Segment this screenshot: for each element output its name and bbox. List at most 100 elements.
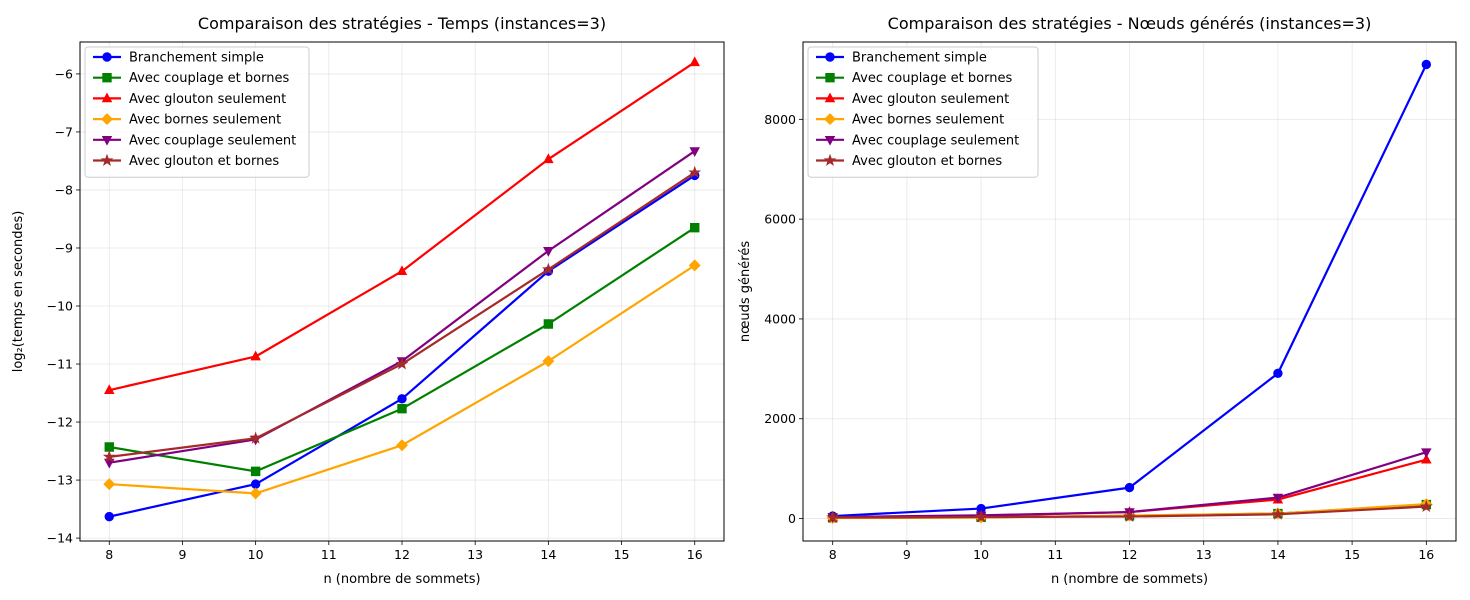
legend-box: [84, 46, 310, 178]
y-tick-label: −9: [55, 240, 73, 255]
x-tick-label: 13: [1196, 547, 1212, 562]
x-tick-label: 15: [614, 547, 630, 562]
data-point: [396, 265, 408, 276]
data-point: [826, 510, 840, 524]
data-point: [542, 355, 555, 368]
legend-marker: [101, 92, 113, 103]
y-tick-label: 0: [788, 511, 796, 526]
legend-label: Avec couplage seulement: [852, 133, 1019, 148]
x-tick-label: 14: [1270, 547, 1286, 562]
x-axis-label: n (nombre de sommets): [323, 572, 480, 587]
data-point: [104, 442, 114, 452]
legend-box: [807, 46, 1039, 178]
y-tick-label: −13: [47, 473, 73, 488]
data-point: [397, 404, 407, 414]
legend-marker: [824, 135, 836, 146]
data-point: [1421, 453, 1432, 464]
x-tick-label: 16: [1418, 547, 1434, 562]
data-point: [689, 56, 700, 67]
data-point: [395, 357, 409, 370]
data-point: [541, 262, 555, 275]
chart-panel-2: 8 9 10 11 12 13 14 15 16 0 2000 4000 6000 8000 Compara…: [738, 14, 1457, 587]
y-tick-label: 8000: [764, 112, 796, 127]
data-point: [543, 319, 554, 329]
data-point: [249, 487, 262, 500]
legend-marker: [825, 73, 835, 83]
data-point: [1421, 448, 1432, 459]
x-tick-label: 9: [903, 547, 911, 562]
x-tick-label: 14: [540, 547, 556, 562]
x-tick-label: 8: [829, 547, 837, 562]
y-tick-label: 2000: [764, 411, 796, 426]
x-tick-label: 9: [178, 547, 186, 562]
chart-title: Comparaison des stratégies - Nœuds génér…: [888, 14, 1372, 33]
legend-marker: [102, 52, 112, 62]
y-tick-label: −10: [47, 299, 73, 314]
legend-label: Avec couplage et bornes: [852, 71, 1012, 86]
data-point: [102, 450, 116, 463]
x-tick-label: 10: [248, 547, 264, 562]
x-tick-label: 8: [105, 547, 113, 562]
legend-label: Avec bornes seulement: [129, 113, 281, 128]
data-point: [1271, 507, 1285, 520]
y-tick-label: −12: [47, 415, 73, 430]
data-point: [1273, 368, 1283, 379]
chart-title: Comparaison des stratégies - Temps (inst…: [198, 14, 606, 33]
plot-frame: [802, 41, 1457, 542]
data-point: [249, 431, 263, 444]
y-tick-label: −14: [47, 531, 73, 546]
data-point: [543, 247, 554, 257]
data-point: [688, 165, 702, 179]
x-tick-label: 10: [973, 547, 989, 562]
legend-label: Branchement simple: [852, 51, 987, 66]
x-tick-label: 11: [321, 547, 337, 562]
data-point: [690, 222, 700, 233]
x-tick-label: 13: [467, 547, 483, 562]
data-point: [1421, 59, 1432, 70]
x-tick-label: 11: [1047, 547, 1063, 562]
data-point: [250, 466, 261, 477]
data-point: [1272, 493, 1284, 504]
y-tick-label: 4000: [764, 311, 796, 326]
data-point: [1124, 482, 1135, 493]
legend-marker: [101, 113, 113, 126]
legend-label: Avec glouton seulement: [852, 92, 1009, 107]
x-tick-label: 12: [1122, 547, 1138, 562]
legend-label: Avec couplage et bornes: [129, 71, 289, 86]
data-point: [397, 394, 407, 404]
legend-marker: [824, 113, 836, 126]
y-tick-label: −11: [47, 357, 73, 372]
data-point: [688, 259, 701, 272]
legend-label: Avec glouton seulement: [129, 92, 286, 107]
y-axis-label: log₂(temps en secondes): [11, 211, 26, 373]
data-point: [104, 384, 115, 394]
data-point: [104, 511, 114, 522]
legend-label: Avec glouton et bornes: [852, 154, 1002, 169]
x-tick-label: 12: [394, 547, 410, 562]
data-point: [689, 147, 700, 157]
data-point: [974, 510, 988, 523]
legend-marker: [101, 135, 113, 146]
data-point: [396, 439, 408, 452]
data-point: [250, 350, 261, 361]
legend-marker: [825, 52, 835, 62]
x-tick-label: 15: [1344, 547, 1360, 562]
legend-marker: [102, 73, 112, 83]
data-point: [1123, 509, 1136, 523]
x-tick-label: 16: [687, 547, 703, 562]
legend-marker: [100, 153, 114, 166]
data-point: [103, 478, 116, 491]
data-point: [543, 153, 554, 164]
legend-label: Branchement simple: [129, 51, 264, 66]
legend-label: Avec bornes seulement: [852, 113, 1004, 128]
legend-marker: [823, 153, 837, 166]
y-axis-label: nœuds générés: [738, 241, 753, 342]
x-axis-label: n (nombre de sommets): [1051, 572, 1208, 587]
legend-marker: [824, 92, 836, 103]
chart-panel-1: 8 9 10 11 12 13 14 15 16 −14 −13 −12 −11 −10 −9 −8 −7 −6 C…: [11, 14, 725, 587]
y-tick-label: 6000: [764, 212, 796, 227]
plot-frame: [79, 41, 725, 542]
y-tick-label: −6: [55, 66, 73, 81]
legend-label: Avec couplage seulement: [129, 133, 296, 148]
